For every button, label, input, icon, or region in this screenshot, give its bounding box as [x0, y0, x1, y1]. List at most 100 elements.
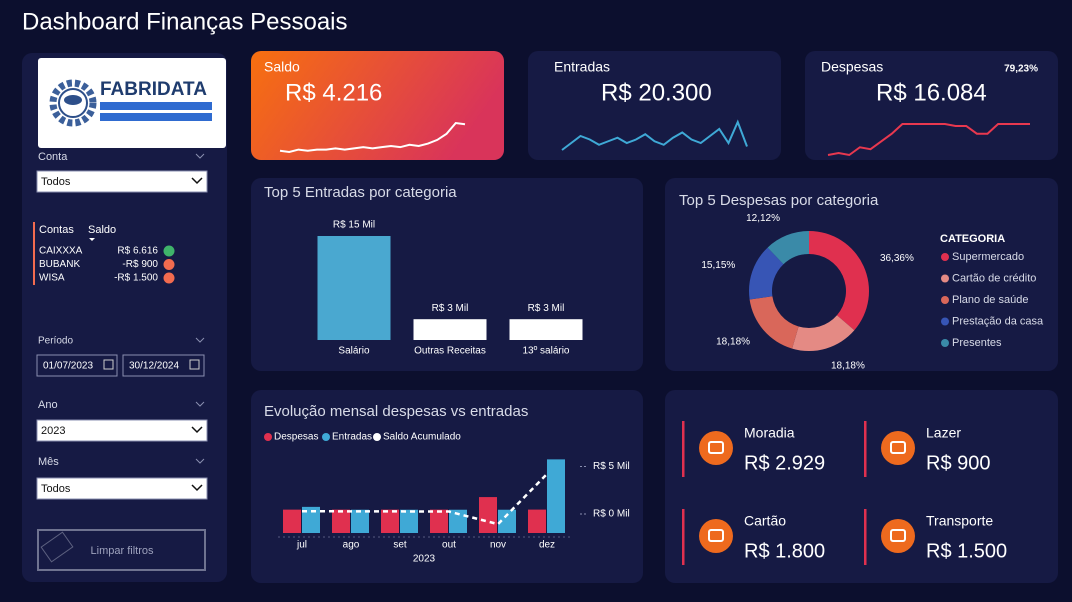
table-header: Saldo — [88, 224, 116, 236]
bar — [430, 509, 448, 533]
y2-tick-label: R$ 0 Mil — [593, 509, 630, 520]
chart-panel — [251, 390, 643, 583]
pie-slice — [792, 315, 855, 351]
card-label: Transporte — [926, 513, 993, 529]
logo-text: FABRIDATA — [100, 79, 207, 100]
data-label: R$ 3 Mil — [528, 303, 565, 314]
bar — [332, 509, 350, 533]
card-icon — [881, 431, 915, 465]
kpi-card — [528, 51, 781, 160]
date-value: 01/07/2023 — [43, 361, 93, 372]
x-tick-label: dez — [539, 540, 555, 551]
legend-marker — [941, 274, 949, 283]
kpi-card — [805, 51, 1058, 160]
x-axis-title: 2023 — [413, 554, 436, 565]
legend-marker — [322, 433, 330, 441]
chart-title: Evolução mensal despesas vs entradas — [264, 403, 528, 420]
account-name: WISA — [39, 273, 65, 284]
data-label: 12,12% — [746, 213, 780, 224]
line — [301, 473, 548, 526]
account-name: BUBANK — [39, 259, 80, 270]
card-icon-glyph — [890, 529, 906, 542]
legend-label: Entradas — [332, 432, 372, 443]
pie-slice — [749, 247, 784, 300]
sparkline — [827, 123, 1030, 157]
logo-icon — [49, 79, 97, 127]
legend-label: Cartão de crédito — [952, 272, 1036, 284]
x-tick-label: out — [442, 540, 456, 551]
legend-label: Supermercado — [952, 251, 1024, 263]
date-value: 30/12/2024 — [129, 361, 179, 372]
table-header: Contas — [39, 224, 74, 236]
bar — [351, 509, 369, 533]
card-label: Cartão — [744, 513, 786, 529]
data-label: 15,15% — [701, 260, 735, 271]
card-icon-glyph — [890, 441, 906, 454]
kpi-note: 79,23% — [1004, 64, 1038, 75]
legend-marker — [941, 296, 949, 304]
chevron — [195, 401, 205, 407]
bar — [413, 319, 487, 340]
filter-label: Ano — [38, 399, 58, 411]
account-balance: -R$ 1.500 — [114, 273, 158, 284]
date-input[interactable]: 30/12/2024 — [122, 354, 205, 377]
legend-marker — [373, 433, 381, 441]
logo-blocks — [100, 102, 212, 121]
pie-slice — [749, 296, 799, 349]
accent-bar — [682, 509, 685, 565]
dropdown[interactable]: Todos — [36, 170, 208, 193]
kpi-label: Saldo — [264, 59, 300, 75]
data-label: 36,36% — [880, 253, 914, 264]
data-label: 18,18% — [716, 337, 750, 348]
chevron — [195, 337, 205, 343]
filter-label: Período — [38, 336, 73, 347]
data-label: R$ 15 Mil — [333, 220, 375, 231]
x-tick-label: Outras Receitas — [414, 346, 486, 357]
legend-label: Prestação da casa — [952, 315, 1044, 327]
status-dot — [163, 245, 175, 257]
pie-slice — [767, 231, 809, 265]
account-balance: -R$ 900 — [122, 259, 158, 270]
card-icon-glyph — [708, 441, 724, 454]
status-dot — [163, 259, 175, 270]
dropdown-value: 2023 — [41, 425, 65, 437]
clear-button[interactable]: Limpar filtros — [37, 529, 206, 571]
card-value: R$ 900 — [926, 452, 991, 474]
data-label: 18,18% — [831, 360, 865, 371]
chevron — [195, 153, 205, 159]
filter-label: Conta — [38, 151, 68, 163]
date-input[interactable]: 01/07/2023 — [36, 354, 118, 377]
filter-label: Mês — [38, 456, 59, 468]
accent — [33, 222, 35, 285]
button-label: Limpar filtros — [91, 545, 154, 557]
chart-title: Top 5 Despesas por categoria — [679, 192, 879, 209]
bar — [547, 459, 565, 533]
chevron — [195, 458, 205, 464]
accent-bar — [864, 509, 867, 565]
dropdown-value: Todos — [41, 483, 71, 495]
data-label: R$ 3 Mil — [432, 303, 469, 314]
bar — [381, 509, 399, 533]
chart-title: Top 5 Entradas por categoria — [264, 184, 457, 201]
dropdown[interactable]: Todos — [36, 477, 208, 500]
kpi-label: Entradas — [554, 59, 610, 75]
card-label: Moradia — [744, 425, 795, 441]
bar — [283, 509, 301, 533]
cards-panel — [665, 390, 1058, 583]
x-tick-label: Salário — [338, 346, 370, 357]
y2-tick-label: R$ 5 Mil — [593, 461, 630, 472]
sparkline — [279, 121, 466, 154]
page-title: Dashboard Finanças Pessoais — [22, 8, 348, 35]
legend-label: Presentes — [952, 337, 1002, 349]
accent-bar — [864, 421, 867, 477]
dropdown[interactable]: 2023 — [36, 419, 208, 442]
sparkline — [561, 119, 748, 151]
card-value: R$ 1.500 — [926, 540, 1007, 562]
kpi-card — [251, 51, 504, 160]
legend-label: Plano de saúde — [952, 294, 1028, 306]
dropdown-value: Todos — [41, 176, 71, 188]
legend-marker — [264, 433, 272, 441]
card-icon-glyph — [708, 529, 724, 542]
legend-marker — [941, 339, 949, 347]
